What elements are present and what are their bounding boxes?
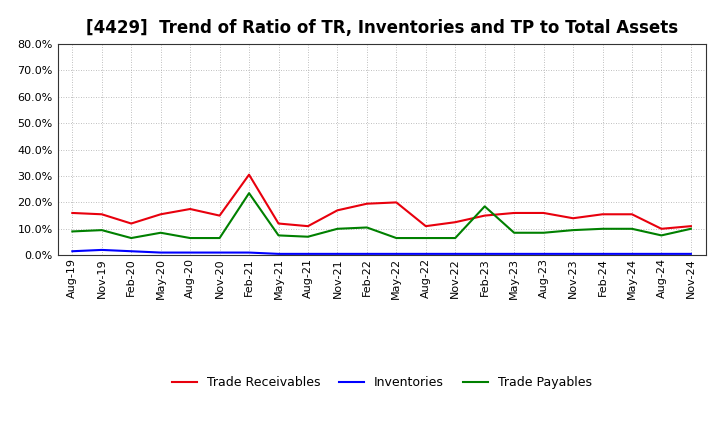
Inventories (274, 251, 283, 257)
Trade Receivables (68, 210, 76, 216)
Trade Receivables (186, 206, 194, 212)
Inventories (510, 251, 518, 257)
Trade Payables (451, 235, 459, 241)
Trade Payables (186, 235, 194, 241)
Trade Receivables (245, 172, 253, 177)
Inventories (687, 251, 696, 257)
Line: Trade Receivables: Trade Receivables (72, 175, 691, 229)
Inventories (657, 251, 666, 257)
Trade Receivables (687, 224, 696, 229)
Trade Payables (304, 234, 312, 239)
Trade Payables (392, 235, 400, 241)
Trade Payables (598, 226, 607, 231)
Trade Payables (274, 233, 283, 238)
Inventories (392, 251, 400, 257)
Trade Payables (510, 230, 518, 235)
Trade Payables (569, 227, 577, 233)
Trade Payables (421, 235, 430, 241)
Trade Receivables (510, 210, 518, 216)
Line: Inventories: Inventories (72, 250, 691, 254)
Inventories (245, 250, 253, 255)
Trade Receivables (598, 212, 607, 217)
Trade Receivables (333, 208, 342, 213)
Inventories (363, 251, 372, 257)
Inventories (539, 251, 548, 257)
Trade Receivables (156, 212, 165, 217)
Trade Receivables (304, 224, 312, 229)
Inventories (156, 250, 165, 255)
Trade Receivables (392, 200, 400, 205)
Trade Payables (687, 226, 696, 231)
Inventories (628, 251, 636, 257)
Legend: Trade Receivables, Inventories, Trade Payables: Trade Receivables, Inventories, Trade Pa… (166, 371, 597, 394)
Trade Receivables (539, 210, 548, 216)
Inventories (569, 251, 577, 257)
Inventories (480, 251, 489, 257)
Trade Payables (68, 229, 76, 234)
Trade Payables (97, 227, 106, 233)
Trade Receivables (215, 213, 224, 218)
Trade Payables (480, 204, 489, 209)
Inventories (333, 251, 342, 257)
Trade Receivables (451, 220, 459, 225)
Trade Receivables (480, 213, 489, 218)
Inventories (421, 251, 430, 257)
Inventories (304, 251, 312, 257)
Title: [4429]  Trend of Ratio of TR, Inventories and TP to Total Assets: [4429] Trend of Ratio of TR, Inventories… (86, 19, 678, 37)
Trade Payables (156, 230, 165, 235)
Trade Receivables (569, 216, 577, 221)
Trade Receivables (421, 224, 430, 229)
Line: Trade Payables: Trade Payables (72, 193, 691, 238)
Inventories (68, 249, 76, 254)
Trade Receivables (97, 212, 106, 217)
Inventories (215, 250, 224, 255)
Trade Receivables (127, 221, 135, 226)
Trade Receivables (657, 226, 666, 231)
Inventories (598, 251, 607, 257)
Trade Payables (333, 226, 342, 231)
Trade Payables (539, 230, 548, 235)
Inventories (186, 250, 194, 255)
Trade Payables (628, 226, 636, 231)
Trade Payables (127, 235, 135, 241)
Trade Receivables (274, 221, 283, 226)
Trade Receivables (363, 201, 372, 206)
Inventories (127, 249, 135, 254)
Inventories (97, 247, 106, 253)
Trade Payables (215, 235, 224, 241)
Trade Payables (657, 233, 666, 238)
Trade Receivables (628, 212, 636, 217)
Inventories (451, 251, 459, 257)
Trade Payables (363, 225, 372, 230)
Trade Payables (245, 191, 253, 196)
